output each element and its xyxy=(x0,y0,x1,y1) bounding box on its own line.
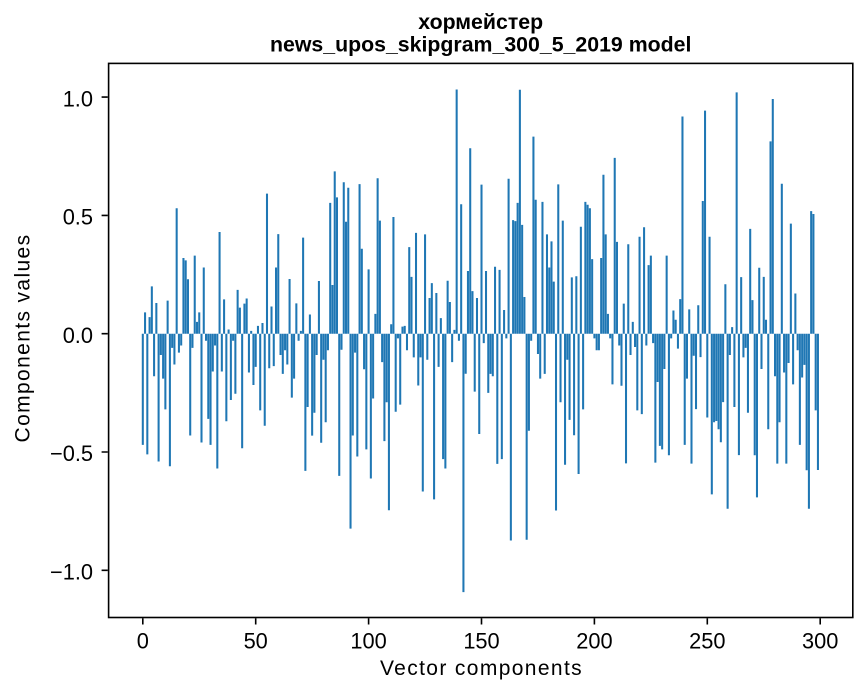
svg-text:Vector components: Vector components xyxy=(380,657,583,680)
svg-text:300: 300 xyxy=(802,628,838,653)
svg-text:200: 200 xyxy=(576,628,612,653)
svg-text:Components values: Components values xyxy=(12,234,35,443)
svg-text:1.0: 1.0 xyxy=(63,86,93,111)
svg-text:50: 50 xyxy=(244,628,268,653)
svg-text:150: 150 xyxy=(463,628,499,653)
svg-text:хормейстер: хормейстер xyxy=(418,10,543,34)
svg-text:250: 250 xyxy=(689,628,725,653)
svg-text:news_upos_skipgram_300_5_2019: news_upos_skipgram_300_5_2019 model xyxy=(270,33,691,57)
svg-text:−0.5: −0.5 xyxy=(50,441,93,466)
svg-text:0.0: 0.0 xyxy=(63,323,93,348)
svg-text:0.5: 0.5 xyxy=(63,205,93,230)
svg-text:100: 100 xyxy=(350,628,386,653)
svg-text:0: 0 xyxy=(137,628,149,653)
svg-text:−1.0: −1.0 xyxy=(50,560,93,585)
